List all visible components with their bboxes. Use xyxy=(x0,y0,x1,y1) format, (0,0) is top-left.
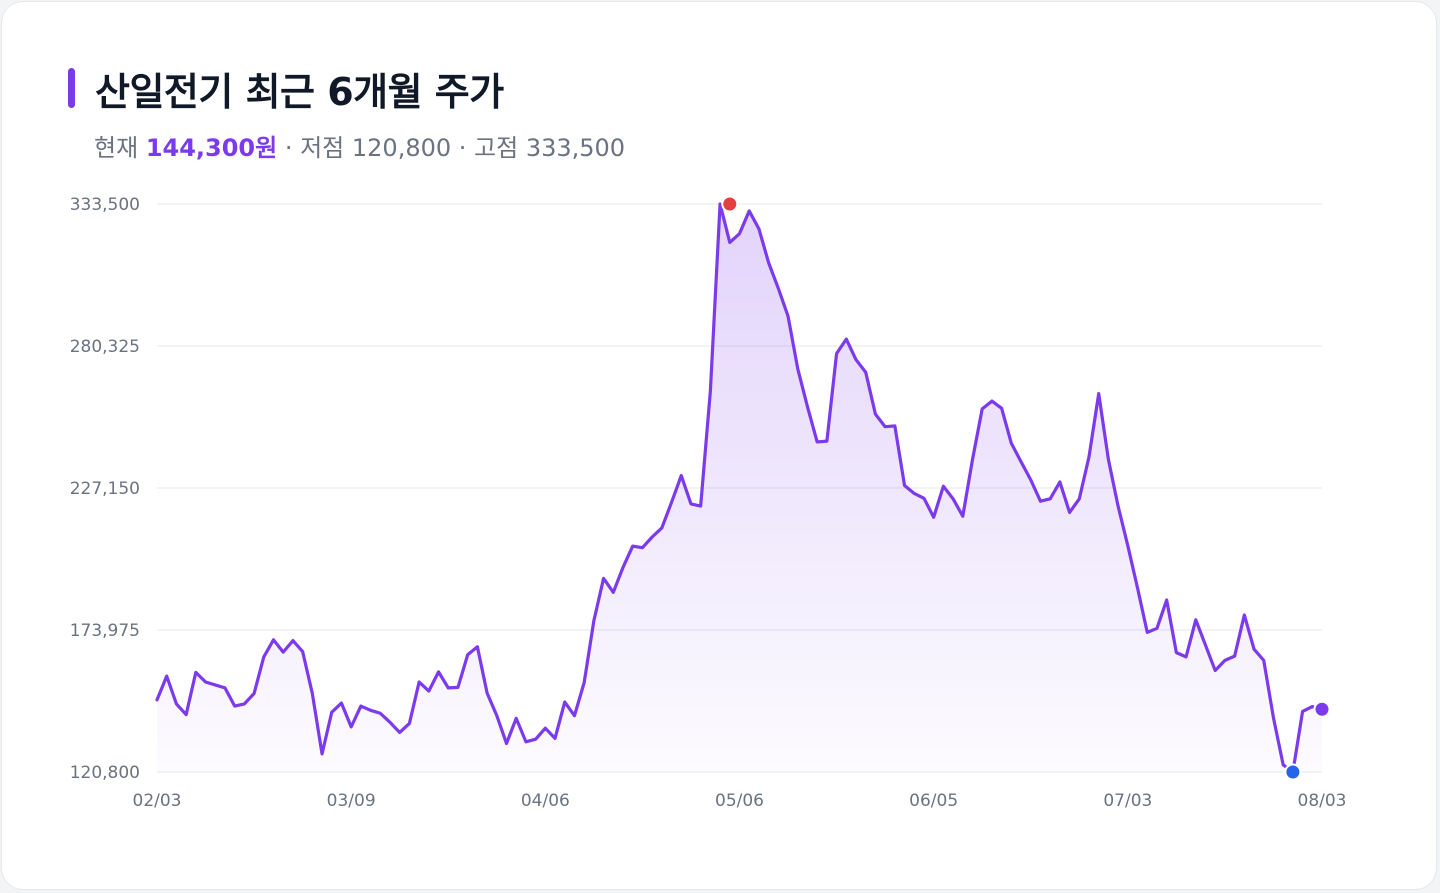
y-tick-label: 227,150 xyxy=(70,479,140,499)
x-tick-label: 07/03 xyxy=(1103,791,1152,811)
y-tick-label: 173,975 xyxy=(70,621,140,641)
price-line xyxy=(155,202,1324,774)
price-summary: 현재 144,300원 · 저점 120,800 · 고점 333,500 xyxy=(94,128,625,163)
current-price-marker xyxy=(1313,700,1331,718)
y-tick-label: 120,800 xyxy=(70,763,140,783)
x-tick-label: 02/03 xyxy=(133,791,182,811)
y-axis-ticks: 120,800 173,975 227,150 280,325 333,500 xyxy=(70,195,140,783)
title-row: 산일전기 최근 6개월 주가 xyxy=(68,64,504,114)
y-tick-label: 280,325 xyxy=(70,337,140,357)
range-summary: · 저점 120,800 · 고점 333,500 xyxy=(277,134,626,162)
chart-title: 산일전기 최근 6개월 주가 xyxy=(95,69,504,114)
x-tick-label: 08/03 xyxy=(1298,791,1347,811)
x-tick-label: 04/06 xyxy=(521,791,570,811)
current-price: 144,300원 xyxy=(145,134,278,162)
title-accent-bar xyxy=(68,68,75,108)
x-tick-label: 05/06 xyxy=(715,791,764,811)
y-tick-label: 333,500 xyxy=(70,195,140,215)
current-label: 현재 xyxy=(94,134,139,162)
x-axis-ticks: 02/03 03/09 04/06 05/06 06/05 07/03 08/03 xyxy=(133,791,1347,811)
high-price-marker xyxy=(721,195,739,213)
price-area xyxy=(157,204,1322,772)
x-tick-label: 06/05 xyxy=(909,791,958,811)
low-price-marker xyxy=(1284,763,1302,781)
x-tick-label: 03/09 xyxy=(327,791,376,811)
price-markers xyxy=(721,195,1331,781)
